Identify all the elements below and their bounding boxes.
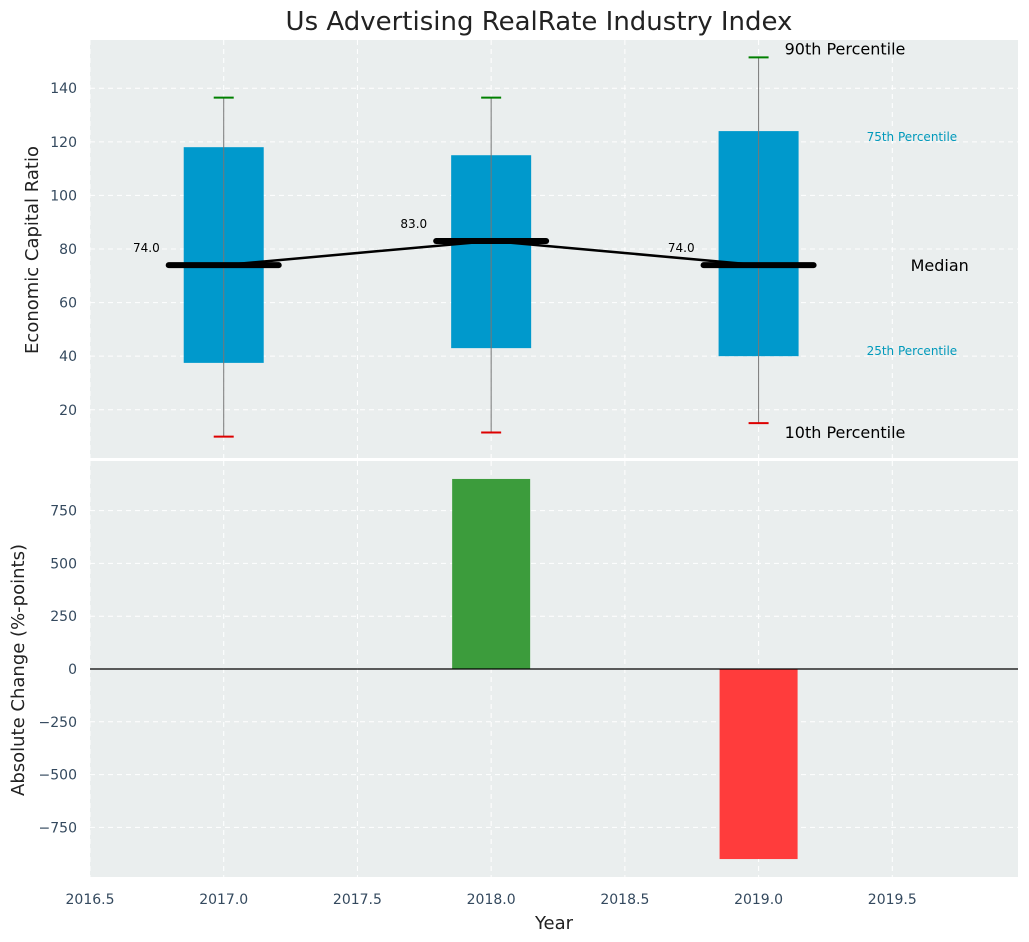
x-tick-label: 2017.0 (199, 892, 248, 908)
x-tick-label: 2017.5 (333, 892, 382, 908)
median-value-label: 74.0 (668, 241, 695, 255)
bottom-y-axis-label: Absolute Change (%-points) (8, 544, 29, 796)
chart-title: Us Advertising RealRate Industry Index (286, 7, 793, 37)
top-y-tick-label: 80 (59, 242, 77, 258)
bottom-y-tick-label: −500 (39, 768, 77, 784)
median-value-label: 83.0 (400, 217, 427, 231)
top-y-tick-label: 20 (59, 403, 77, 419)
annotation-median: Median (911, 256, 969, 275)
bottom-y-tick-label: 250 (50, 609, 77, 625)
x-axis-label: Year (534, 913, 574, 934)
bottom-y-tick-label: −750 (39, 820, 77, 836)
x-tick-label: 2019.0 (734, 892, 783, 908)
bottom-y-tick-label: 750 (50, 504, 77, 520)
bottom-y-tick-label: 500 (50, 556, 77, 572)
top-y-tick-label: 100 (50, 188, 77, 204)
top-y-tick-label: 140 (50, 81, 77, 97)
bottom-y-tick-label: −250 (39, 715, 77, 731)
top-y-tick-label: 120 (50, 135, 77, 151)
change-bar (452, 478, 531, 669)
x-tick-label: 2016.5 (66, 892, 115, 908)
x-tick-label: 2019.5 (868, 892, 917, 908)
top-y-axis-label: Economic Capital Ratio (22, 146, 43, 354)
annotation-p10: 10th Percentile (785, 423, 906, 442)
top-y-tick-label: 40 (59, 349, 77, 365)
top-y-tick-label: 60 (59, 296, 77, 312)
bottom-y-tick-label: 0 (68, 662, 77, 678)
change-bar (719, 669, 798, 860)
x-tick-label: 2018.5 (600, 892, 649, 908)
annotation-p75: 75th Percentile (867, 130, 958, 144)
annotation-p25: 25th Percentile (867, 344, 958, 358)
annotation-p90: 90th Percentile (785, 39, 906, 58)
x-tick-label: 2018.0 (467, 892, 516, 908)
median-value-label: 74.0 (133, 241, 160, 255)
